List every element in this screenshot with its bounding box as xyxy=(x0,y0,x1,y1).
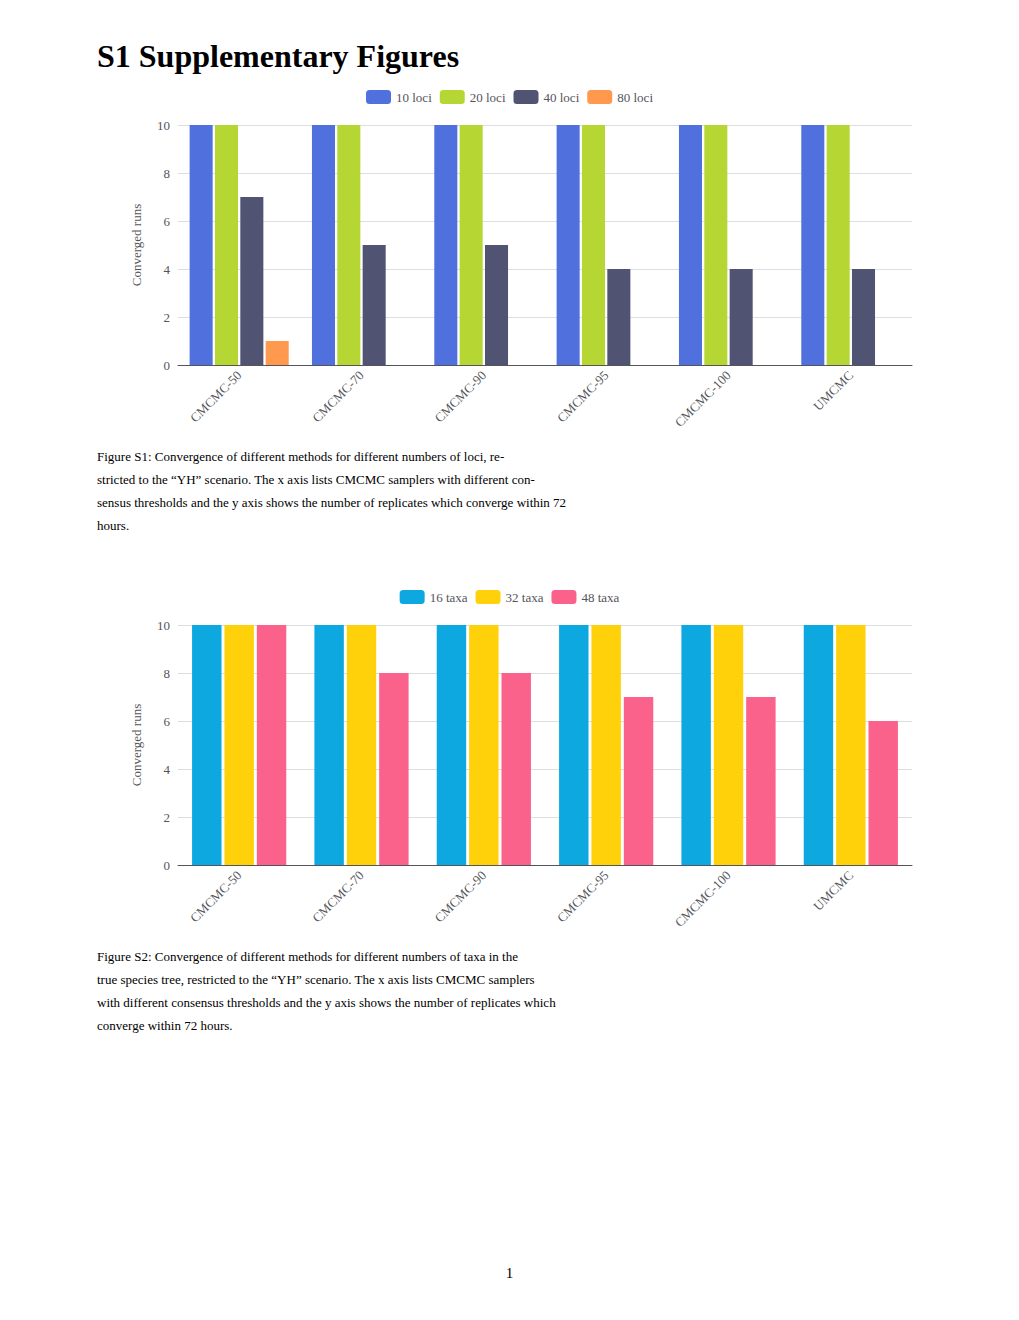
svg-text:CMCMC-100: CMCMC-100 xyxy=(672,368,734,430)
svg-text:CMCMC-70: CMCMC-70 xyxy=(309,368,367,426)
svg-text:48 taxa: 48 taxa xyxy=(581,590,619,605)
svg-text:10 loci: 10 loci xyxy=(396,90,432,105)
svg-text:16 taxa: 16 taxa xyxy=(430,590,468,605)
svg-text:10: 10 xyxy=(157,118,170,133)
svg-text:Figure S1: Convergence of diff: Figure S1: Convergence of different meth… xyxy=(97,449,504,464)
svg-text:4: 4 xyxy=(164,762,171,777)
svg-text:UMCMC: UMCMC xyxy=(810,868,856,914)
svg-text:0: 0 xyxy=(164,358,171,373)
svg-text:8: 8 xyxy=(164,666,171,681)
svg-text:CMCMC-50: CMCMC-50 xyxy=(187,868,245,926)
svg-text:S1 Supplementary Figures: S1 Supplementary Figures xyxy=(97,38,459,74)
svg-text:6: 6 xyxy=(164,714,171,729)
svg-text:1: 1 xyxy=(506,1265,514,1281)
svg-text:40 loci: 40 loci xyxy=(544,90,580,105)
svg-text:with different consensus thres: with different consensus thresholds and … xyxy=(97,995,556,1010)
svg-text:2: 2 xyxy=(164,310,171,325)
svg-text:20 loci: 20 loci xyxy=(470,90,506,105)
svg-text:80 loci: 80 loci xyxy=(617,90,653,105)
svg-text:6: 6 xyxy=(164,214,171,229)
svg-text:CMCMC-95: CMCMC-95 xyxy=(554,868,612,926)
svg-text:10: 10 xyxy=(157,618,170,633)
svg-text:0: 0 xyxy=(164,858,171,873)
svg-text:stricted to the “YH” scenario.: stricted to the “YH” scenario. The x axi… xyxy=(97,472,535,487)
svg-text:CMCMC-95: CMCMC-95 xyxy=(554,368,612,426)
svg-text:hours.: hours. xyxy=(97,518,129,533)
svg-text:32 taxa: 32 taxa xyxy=(506,590,544,605)
svg-text:CMCMC-70: CMCMC-70 xyxy=(309,868,367,926)
svg-text:2: 2 xyxy=(164,810,171,825)
svg-text:sensus thresholds and the y ax: sensus thresholds and the y axis shows t… xyxy=(97,495,566,510)
svg-text:UMCMC: UMCMC xyxy=(810,368,856,414)
svg-text:CMCMC-90: CMCMC-90 xyxy=(432,368,490,426)
svg-text:CMCMC-90: CMCMC-90 xyxy=(432,868,490,926)
svg-text:8: 8 xyxy=(164,166,171,181)
svg-text:4: 4 xyxy=(164,262,171,277)
svg-text:Converged runs: Converged runs xyxy=(129,704,144,786)
svg-text:CMCMC-50: CMCMC-50 xyxy=(187,368,245,426)
svg-text:CMCMC-100: CMCMC-100 xyxy=(672,868,734,930)
svg-text:Converged runs: Converged runs xyxy=(129,204,144,286)
svg-text:true species tree, restricted: true species tree, restricted to the “YH… xyxy=(97,972,535,987)
svg-text:converge within 72 hours.: converge within 72 hours. xyxy=(97,1018,233,1033)
svg-text:Figure S2: Convergence of diff: Figure S2: Convergence of different meth… xyxy=(97,949,518,964)
